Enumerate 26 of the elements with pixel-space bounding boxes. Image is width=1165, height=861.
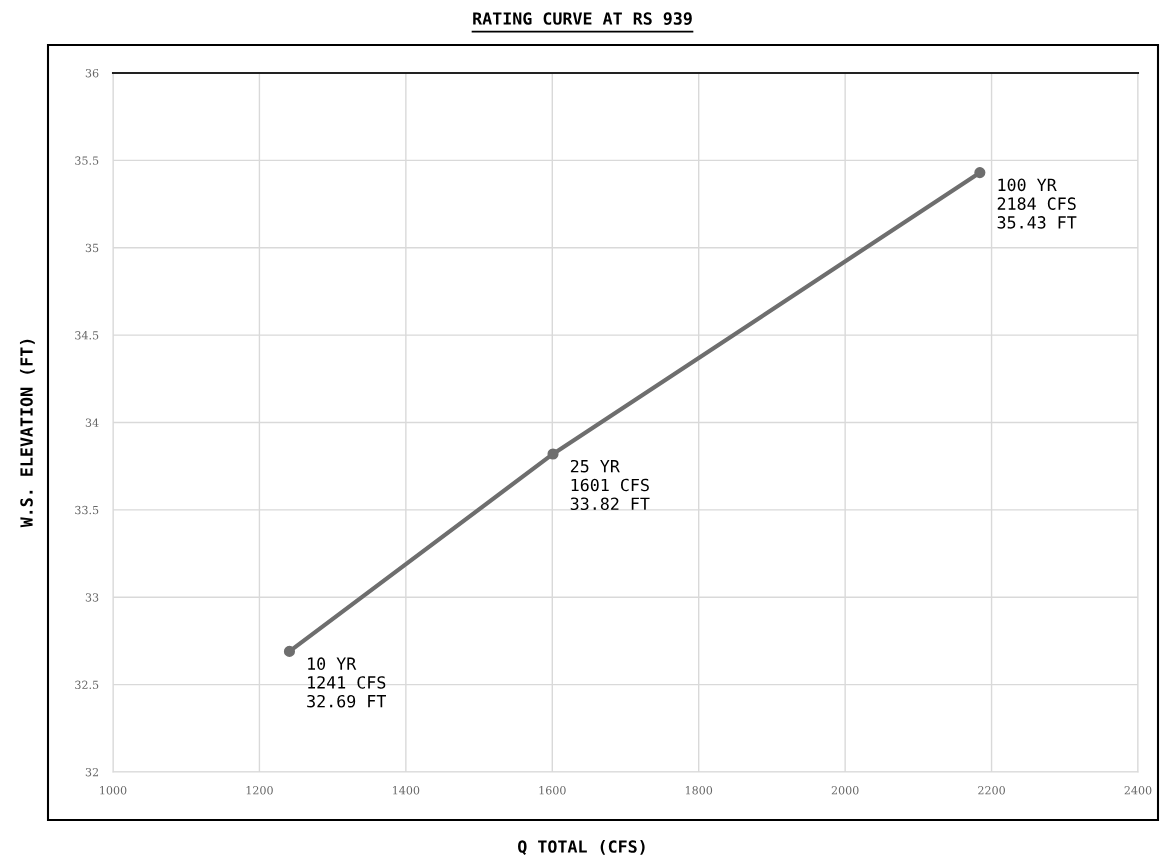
y-axis-title: W.S. ELEVATION (FT) xyxy=(19,339,35,528)
x-tick-label: 2000 xyxy=(831,786,859,795)
x-tick-label: 1800 xyxy=(685,786,713,795)
y-tick-label: 34.5 xyxy=(75,331,99,340)
x-axis-title: Q TOTAL (CFS) xyxy=(518,839,645,855)
annotation: 10 YR 1241 CFS 32.69 FT xyxy=(307,657,386,708)
y-tick-label: 33.5 xyxy=(75,505,99,515)
x-tick-label: 1400 xyxy=(393,786,420,795)
x-tick-label: 1200 xyxy=(246,786,273,795)
y-tick-label: 32.5 xyxy=(75,680,99,689)
point xyxy=(283,645,296,657)
point xyxy=(547,448,559,460)
annotation: 100 YR 2184 CFS 35.43 FT xyxy=(997,178,1077,229)
x-tick-label: 1600 xyxy=(539,786,566,795)
annotation: 25 YR 1601 CFS 33.82 FT xyxy=(570,459,650,511)
y-tick-label: 35 xyxy=(85,243,99,253)
y-tick-label: 35.5 xyxy=(75,156,99,165)
y-tick-label: 33 xyxy=(85,593,99,602)
x-tick-label: 2400 xyxy=(1124,786,1152,795)
y-tick-label: 36 xyxy=(85,68,99,78)
y-tick-label: 34 xyxy=(85,418,99,427)
x-tick-label: 2200 xyxy=(978,786,1005,795)
y-tick-label: 32 xyxy=(85,767,99,777)
point xyxy=(974,167,986,179)
x-tick-label: 1000 xyxy=(100,786,127,795)
chart-title: RATING CURVE AT RS 939 xyxy=(473,12,692,25)
